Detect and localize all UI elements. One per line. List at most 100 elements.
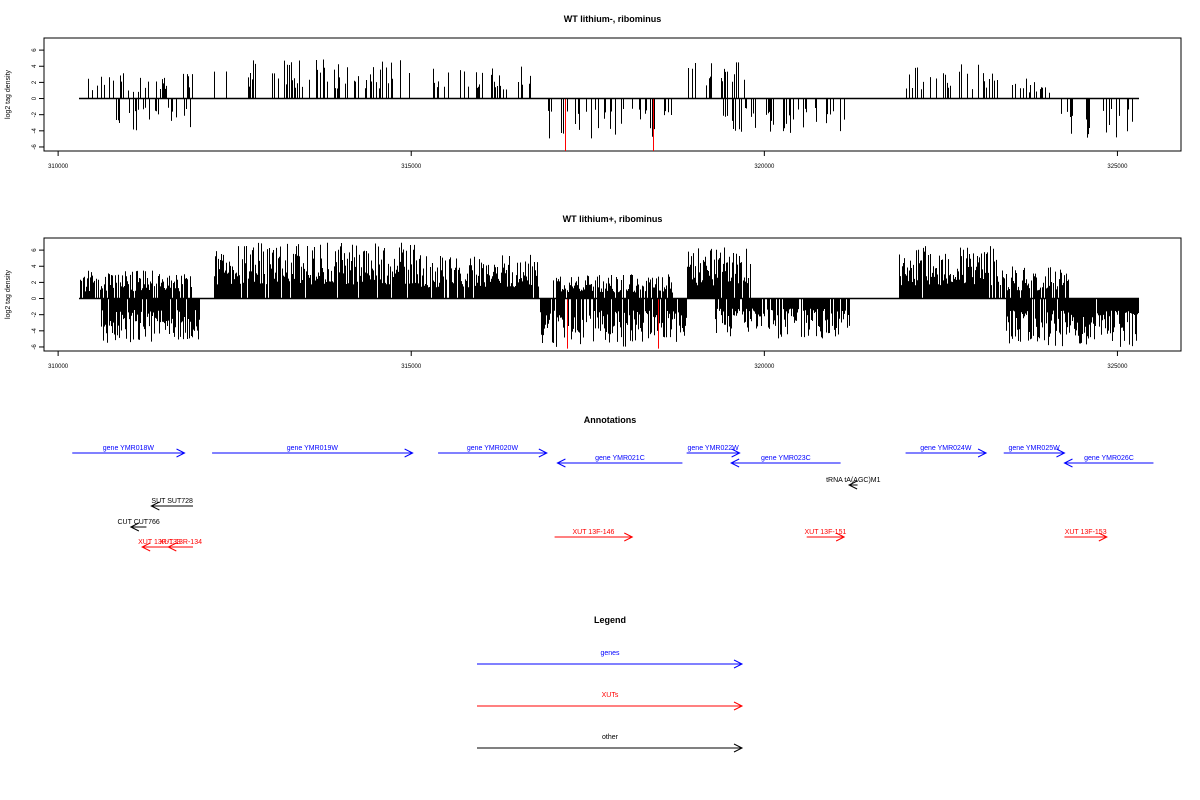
y-tick-label: 0	[32, 96, 38, 100]
plot-frame	[43, 37, 1182, 152]
feature-arrowhead	[624, 532, 634, 542]
feature-arrow: gene YMR022W	[686, 445, 741, 458]
feature-label: gene YMR026C	[1084, 455, 1134, 462]
feature-label: SUT SUT728	[151, 498, 193, 505]
x-tick-label: 315000	[401, 364, 422, 370]
y-tick-label: 6	[32, 48, 38, 52]
legend-item: genes	[477, 650, 744, 669]
feature-arrow: gene YMR025W	[1003, 445, 1066, 458]
feature-label: tRNA tA(AGC)M1	[826, 477, 881, 484]
density-bars	[80, 242, 1139, 349]
y-tick-label: -6	[32, 344, 38, 350]
feature-arrowhead	[733, 659, 744, 669]
feature-arrow: gene YMR021C	[556, 455, 683, 468]
feature-arrowhead	[176, 448, 186, 458]
density-bars	[88, 59, 1133, 151]
feature-arrowhead	[733, 743, 744, 753]
y-axis: 6 4 2 0 -2 -4 -6	[32, 248, 44, 350]
legend-item-label: other	[602, 734, 619, 741]
feature-arrowhead	[404, 448, 414, 458]
annotations-title: Annotations	[584, 415, 637, 425]
feature-arrow: XUT 13F-153	[1064, 529, 1108, 542]
x-tick-label: 320000	[754, 164, 775, 170]
y-tick-label: -4	[32, 127, 38, 133]
feature-arrowhead	[847, 480, 858, 490]
feature-arrowhead	[538, 448, 548, 458]
feature-arrow: gene YMR019W	[212, 445, 414, 458]
track-title: WT lithium-, ribominus	[564, 14, 662, 24]
feature-label: gene YMR022W	[688, 445, 740, 452]
x-tick-label: 325000	[1107, 164, 1128, 170]
track-title: WT lithium+, ribominus	[563, 214, 663, 224]
y-tick-label: 0	[32, 296, 38, 300]
feature-arrow: gene YMR024W	[905, 445, 988, 458]
y-tick-label: 2	[32, 80, 38, 84]
x-tick-label: 325000	[1107, 364, 1128, 370]
feature-label: gene YMR021C	[595, 455, 645, 462]
plot-frame	[43, 237, 1182, 352]
x-tick-label: 310000	[48, 364, 69, 370]
feature-label: CUT CUT766	[117, 519, 159, 526]
y-tick-label: -6	[32, 144, 38, 150]
legend-item-label: genes	[600, 650, 620, 657]
feature-arrowhead	[733, 701, 744, 711]
feature-arrowhead	[1056, 448, 1066, 458]
track-panel-lithium-plus: WT lithium+, ribominus 310000 315000 320000…	[5, 214, 1182, 370]
x-tick-label: 315000	[401, 164, 422, 170]
feature-arrow: gene YMR023C	[730, 455, 841, 468]
feature-label: gene YMR020W	[467, 445, 519, 452]
y-tick-label: 4	[32, 264, 38, 268]
feature-arrow: XUT 13F-151	[804, 529, 846, 542]
x-axis: 310000 315000 320000 325000	[48, 351, 1128, 370]
y-tick-label: 6	[32, 248, 38, 252]
feature-arrowhead	[150, 501, 160, 511]
feature-label: XUT 13F-146	[572, 529, 614, 536]
feature-arrow: gene YMR020W	[438, 445, 548, 458]
feature-arrowhead	[977, 448, 988, 458]
feature-label: gene YMR023C	[761, 455, 811, 462]
x-axis: 310000 315000 320000 325000	[48, 151, 1128, 170]
feature-label: gene YMR018W	[103, 445, 155, 452]
legend-item-label: XUTs	[602, 692, 619, 699]
y-tick-label: -2	[32, 111, 38, 117]
feature-label: XUT 13R-133	[138, 539, 181, 546]
feature-label: XUT 13F-151	[804, 529, 846, 536]
feature-label: gene YMR025W	[1008, 445, 1060, 452]
legend-item: XUTs	[477, 692, 744, 711]
feature-label: gene YMR024W	[920, 445, 972, 452]
feature-arrow: tRNA tA(AGC)M1	[826, 477, 881, 490]
x-tick-label: 320000	[754, 364, 775, 370]
y-axis-label: log2 tag density	[5, 269, 12, 319]
y-axis-label: log2 tag density	[5, 69, 12, 119]
legend-title: Legend	[594, 615, 626, 625]
feature-arrow: XUT 13F-146	[554, 529, 634, 542]
feature-label: XUT 13F-153	[1065, 529, 1107, 536]
feature-arrowhead	[731, 448, 741, 458]
feature-arrowhead	[141, 542, 151, 552]
y-axis: 6 4 2 0 -2 -4 -6	[32, 48, 44, 150]
y-tick-label: 4	[32, 64, 38, 68]
feature-arrowhead	[1098, 532, 1108, 542]
feature-arrow: XUT 13R-134	[159, 539, 202, 552]
feature-arrowhead	[556, 458, 566, 468]
feature-arrow: SUT SUT728	[150, 498, 193, 511]
x-tick-label: 310000	[48, 164, 69, 170]
feature-label: XUT 13R-134	[159, 539, 202, 546]
feature-arrow: gene YMR026C	[1063, 455, 1154, 468]
track-panel-lithium-minus: WT lithium-, ribominus 310000 315000 320000…	[5, 14, 1182, 170]
legend-panel: Legend genes XUTs other	[477, 615, 744, 753]
feature-label: gene YMR019W	[287, 445, 339, 452]
y-tick-label: -4	[32, 327, 38, 333]
annotations-panel: Annotations gene YMR018W gene YMR019W gene…	[72, 415, 1154, 552]
feature-arrowhead	[129, 522, 140, 532]
feature-arrowhead	[1063, 458, 1073, 468]
y-tick-label: 2	[32, 280, 38, 284]
feature-arrow: CUT CUT766	[117, 519, 160, 532]
feature-arrowhead	[835, 532, 846, 542]
feature-arrowhead	[730, 458, 740, 468]
feature-arrowhead	[167, 542, 177, 552]
y-tick-label: -2	[32, 311, 38, 317]
legend-item: other	[477, 734, 744, 753]
feature-arrow: gene YMR018W	[72, 445, 186, 458]
